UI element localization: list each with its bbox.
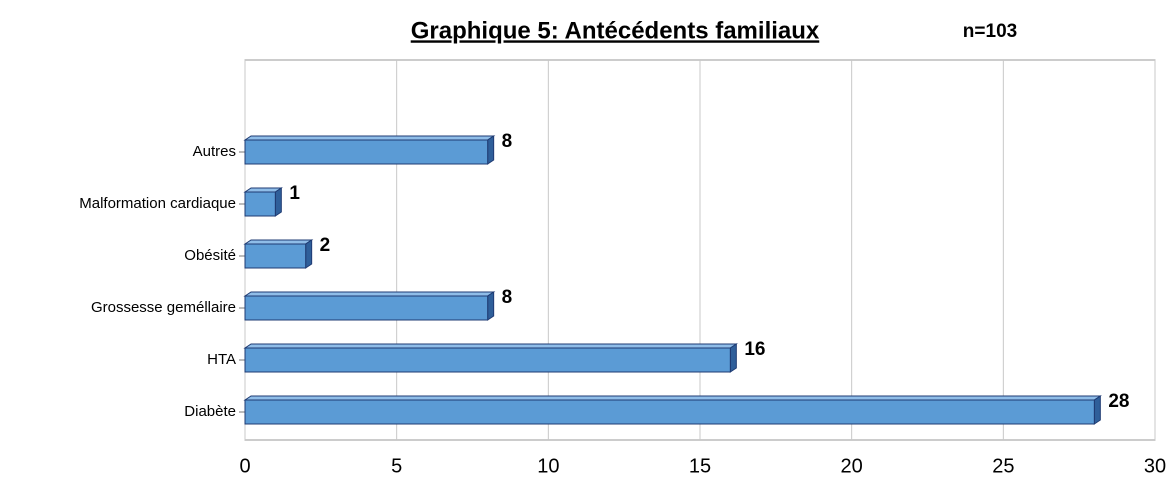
bar-side	[729, 343, 737, 373]
value-label: 8	[502, 131, 513, 152]
value-label: 2	[320, 235, 331, 256]
y-tick-label: HTA	[207, 351, 236, 368]
value-label: 16	[744, 339, 765, 360]
value-label: 8	[502, 287, 513, 308]
bar-top	[243, 239, 314, 245]
x-tick-label: 0	[239, 455, 250, 477]
x-tick-label: 5	[391, 455, 402, 477]
bar-side	[487, 135, 495, 165]
value-label: 1	[289, 183, 300, 204]
value-label: 28	[1108, 391, 1129, 412]
bar-side	[487, 291, 495, 321]
annotation: n=103	[963, 21, 1017, 42]
bar-side	[1093, 395, 1101, 425]
bar	[244, 295, 489, 321]
x-tick-label: 10	[537, 455, 559, 477]
y-tick-label: Grossesse geméllaire	[91, 299, 236, 316]
bar-top	[243, 343, 738, 349]
x-tick-label: 20	[841, 455, 863, 477]
y-tick-label: Autres	[193, 143, 236, 160]
y-tick-label: Malformation cardiaque	[79, 195, 236, 212]
bar-top	[243, 291, 496, 297]
bar-side	[305, 239, 313, 269]
x-tick-label: 15	[689, 455, 711, 477]
bar	[244, 347, 731, 373]
x-tick-label: 30	[1144, 455, 1166, 477]
chart-title: Graphique 5: Antécédents familiaux	[411, 17, 820, 44]
y-tick-label: Diabète	[184, 403, 236, 420]
x-tick-label: 25	[992, 455, 1014, 477]
bar	[244, 139, 489, 165]
bar-top	[243, 395, 1102, 401]
bar-top	[243, 135, 496, 141]
bar-side	[274, 187, 282, 217]
bar	[244, 243, 307, 269]
bar	[244, 399, 1095, 425]
y-tick-label: Obésité	[184, 247, 236, 264]
bar	[244, 191, 276, 217]
